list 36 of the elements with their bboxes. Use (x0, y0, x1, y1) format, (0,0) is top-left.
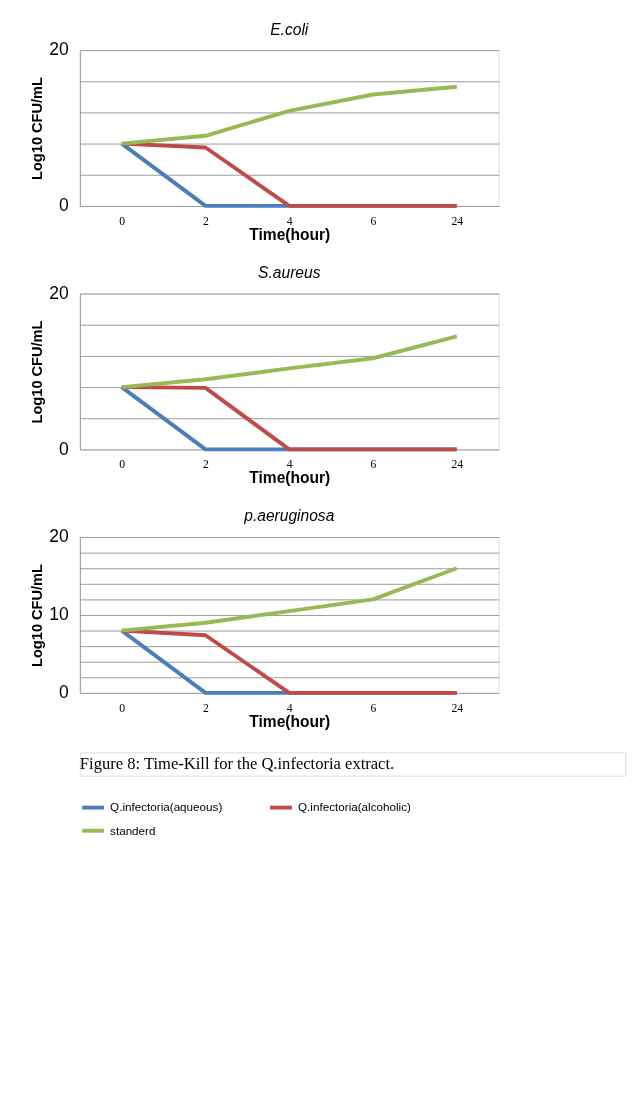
x-tick-label: 0 (119, 701, 126, 715)
y-axis-title: Log10 CFU/mL (29, 76, 46, 180)
chart-title: E.coli (270, 20, 309, 38)
legend-label: Q.infectoria(aqueous) (110, 800, 223, 814)
x-axis-title: Time(hour) (249, 225, 331, 243)
y-tick-label: 20 (49, 526, 69, 547)
x-tick-label: 4 (286, 701, 293, 715)
y-tick-label: 0 (58, 438, 69, 459)
chart-title: S.aureus (258, 264, 321, 281)
x-tick-label: 2 (203, 701, 210, 715)
y-tick-label: 20 (49, 282, 69, 303)
x-tick-label: 24 (451, 701, 464, 715)
x-tick-label: 6 (370, 458, 377, 472)
y-tick-label: 20 (49, 39, 69, 60)
x-tick-label: 4 (286, 458, 293, 472)
x-tick-label: 24 (451, 214, 464, 228)
x-tick-label: 4 (286, 214, 293, 228)
x-tick-label: 0 (119, 458, 126, 472)
line-series (119, 84, 459, 146)
x-tick-label: 0 (119, 214, 126, 228)
x-tick-label: 6 (370, 701, 377, 715)
chart-title: p.aeruginosa (243, 507, 335, 525)
y-axis-title: Log10 CFU/mL (29, 563, 46, 667)
line-series (119, 334, 459, 390)
x-axis-title: Time(hour) (249, 469, 331, 487)
line-series (119, 566, 459, 633)
x-tick-label: 2 (203, 214, 210, 228)
x-tick-label: 6 (370, 214, 377, 228)
y-tick-label: 10 (49, 604, 69, 625)
legend-label: Q.infectoria(alcoholic) (298, 800, 412, 814)
legend-label: standerd (110, 823, 156, 837)
caption: Figure 8: Time-Kill for the Q.infectoria extract. (79, 753, 395, 773)
x-tick-label: 2 (203, 458, 210, 472)
x-tick-label: 24 (451, 458, 464, 472)
x-axis-title: Time(hour) (249, 712, 331, 730)
y-axis-title: Log10 CFU/mL (29, 320, 46, 424)
